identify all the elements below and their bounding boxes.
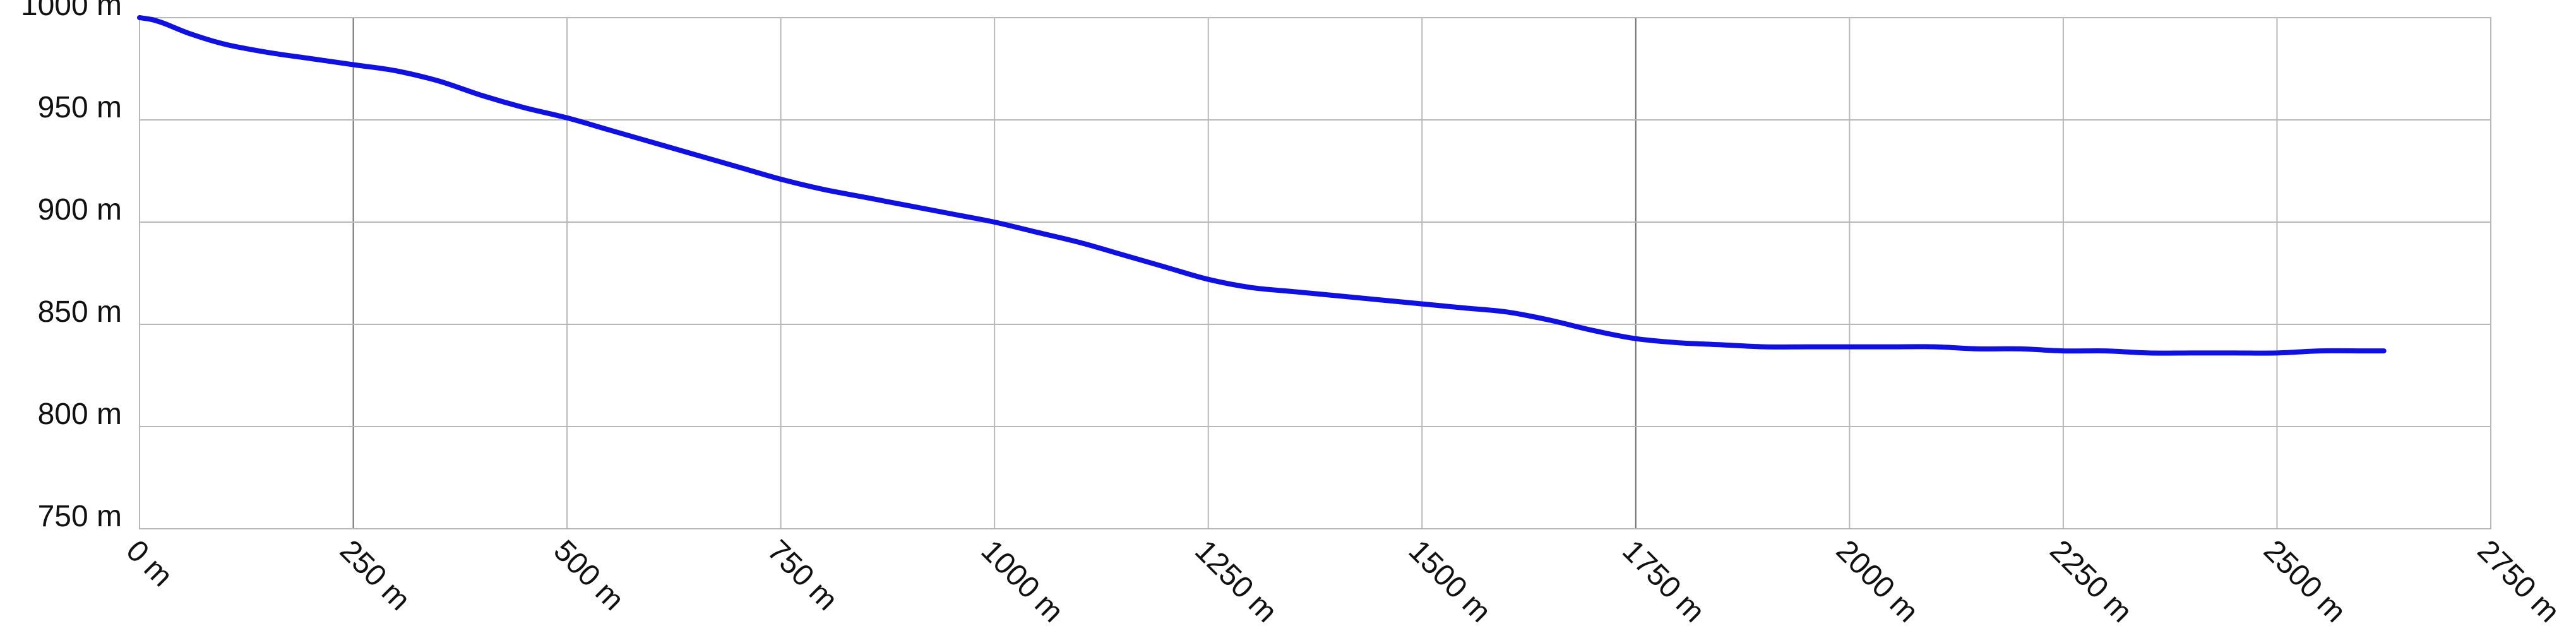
y-tick-label: 750 m: [38, 500, 122, 533]
x-tick-label: 1750 m: [1616, 534, 1711, 629]
y-tick-label: 950 m: [38, 91, 122, 124]
x-tick-label: 2500 m: [2257, 534, 2352, 629]
x-tick-label: 2250 m: [2043, 534, 2138, 629]
x-tick-label: 500 m: [547, 534, 631, 617]
x-tick-label: 2750 m: [2471, 534, 2566, 629]
x-tick-label: 250 m: [333, 534, 417, 617]
y-axis: 750 m 800 m 850 m 900 m 950 m 1000 m: [21, 0, 122, 533]
y-tick-label: 900 m: [38, 193, 122, 227]
x-tick-label: 0 m: [119, 534, 179, 593]
y-tick-label: 850 m: [38, 295, 122, 329]
x-tick-label: 1250 m: [1188, 534, 1284, 629]
y-tick-label: 1000 m: [21, 0, 122, 22]
line-layer: [137, 15, 2387, 356]
y-tick-label: 800 m: [38, 398, 122, 431]
x-tick-label: 750 m: [761, 534, 844, 617]
plot-frame: [139, 17, 2491, 529]
x-tick-label: 1000 m: [975, 534, 1070, 629]
x-tick-label: 1500 m: [1402, 534, 1498, 629]
grid-layer: [139, 17, 2491, 529]
x-tick-label: 2000 m: [1830, 534, 1925, 629]
elevation-series-line: [137, 15, 2387, 356]
x-axis: 0 m 250 m 500 m 750 m 1000 m 1250 m 1500 m 1750…: [119, 534, 2566, 629]
